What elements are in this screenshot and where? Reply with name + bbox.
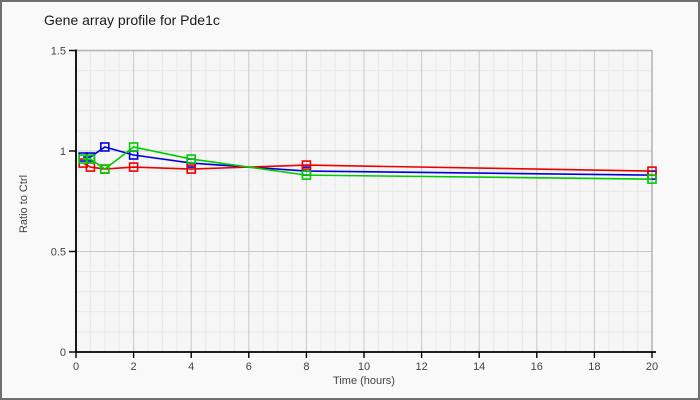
- y-axis-title: Ratio to Ctrl: [18, 174, 30, 234]
- x-tick-label: 16: [531, 361, 543, 373]
- data-marker-green: [186, 154, 196, 164]
- x-tick-label: 0: [73, 361, 79, 373]
- x-tick-label: 12: [415, 361, 427, 373]
- data-marker-green: [301, 170, 312, 180]
- x-tick-label: 8: [303, 361, 309, 373]
- series-green: [78, 142, 657, 184]
- x-tick-label: 2: [131, 361, 137, 373]
- x-tick-label: 20: [646, 361, 658, 373]
- data-marker-green: [100, 164, 110, 174]
- data-marker-red: [301, 160, 312, 170]
- data-marker-blue: [100, 142, 110, 152]
- y-tick-label: 1.5: [51, 46, 66, 58]
- major-gridlines: [76, 50, 652, 352]
- data-marker-green: [647, 174, 657, 184]
- minor-gridlines: [76, 50, 652, 352]
- x-axis-title: Time (hours): [333, 375, 395, 387]
- x-tick-label: 18: [588, 361, 600, 373]
- tick-marks: [69, 49, 653, 358]
- axes: [75, 49, 656, 353]
- plot-border: [76, 49, 653, 352]
- y-tick-label: 1: [60, 146, 66, 158]
- x-tick-label: 6: [246, 361, 252, 373]
- chart-title: Gene array profile for Pde1c: [44, 12, 220, 28]
- tick-labels: 0 0.5 1 1.5 0 2 4 6 8 10 12 14 16 18 20: [51, 46, 658, 374]
- data-marker-green: [128, 142, 139, 152]
- y-tick-label: 0.5: [51, 247, 66, 259]
- x-tick-label: 14: [473, 361, 485, 373]
- data-marker-red: [128, 162, 139, 172]
- x-tick-label: 4: [188, 361, 194, 373]
- y-tick-label: 0: [60, 347, 66, 359]
- data-marker-red: [186, 164, 196, 174]
- data-marker-green: [85, 154, 96, 164]
- series-line-red: [82, 162, 653, 172]
- x-tick-label: 10: [358, 361, 370, 373]
- series-line-green: [83, 146, 653, 180]
